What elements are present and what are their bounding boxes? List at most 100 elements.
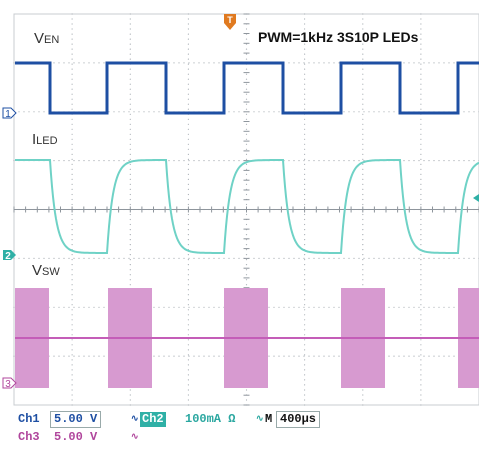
grid-horizontal-dot (193, 257, 195, 259)
ch3-ground-marker[interactable]: 3 (2, 377, 17, 390)
grid-vertical-dot (362, 108, 364, 110)
grid-horizontal-dot (298, 355, 300, 357)
ch3-scale[interactable]: 5.00 V (54, 430, 98, 444)
grid-horizontal-dot (193, 306, 195, 308)
grid-horizontal-dot (173, 62, 175, 64)
grid-horizontal-dot (288, 306, 290, 308)
grid-vertical-dot (245, 158, 248, 160)
grid-vertical-dot (187, 43, 189, 45)
grid-vertical-dot (362, 73, 364, 75)
grid-horizontal-dot (263, 111, 265, 113)
ch1-label[interactable]: Ch1 (18, 412, 40, 426)
grid-vertical-dot (71, 239, 73, 241)
ch2-ground-marker[interactable]: 2 (3, 250, 16, 262)
grid-horizontal-dot (208, 160, 210, 162)
grid-vertical-dot (245, 254, 248, 256)
grid-vertical-dot (71, 299, 73, 301)
grid-horizontal-dot (133, 111, 135, 113)
grid-horizontal-dot (63, 160, 65, 162)
grid-horizontal-dot (428, 257, 430, 259)
grid-vertical-dot (304, 203, 306, 206)
grid-vertical-dot (129, 188, 131, 190)
grid-horizontal-dot (363, 257, 365, 259)
trigger-level-arrow-icon[interactable] (473, 194, 479, 202)
grid-horizontal-dot (343, 257, 345, 259)
grid-vertical-dot (71, 193, 73, 196)
grid-horizontal-dot (213, 62, 215, 64)
grid-vertical-dot (420, 183, 422, 185)
grid-vertical-dot (71, 369, 73, 371)
grid-horizontal-dot (188, 306, 190, 308)
grid-horizontal-dot (163, 355, 165, 357)
iled-label: ILED (32, 131, 58, 148)
grid-vertical-dot (420, 63, 422, 65)
grid-vertical-dot (129, 138, 131, 140)
grid-horizontal-dot (398, 306, 400, 308)
trigger-marker[interactable]: T (224, 14, 236, 30)
grid-vertical-dot (362, 284, 364, 286)
grid-vertical-dot (420, 218, 422, 221)
grid-vertical-dot (71, 334, 73, 336)
grid-vertical-dot (362, 399, 364, 401)
grid-vertical-dot (129, 193, 131, 196)
grid-horizontal-dot (373, 111, 375, 113)
grid-horizontal-dot (173, 160, 175, 162)
grid-vertical-dot (129, 33, 131, 35)
grid-horizontal-dot (468, 257, 470, 259)
grid-vertical-dot (304, 344, 306, 346)
grid-horizontal-dot (18, 111, 20, 113)
grid-horizontal-dot (303, 355, 305, 357)
grid-horizontal-dot (348, 111, 350, 113)
grid-vertical-dot (71, 349, 73, 351)
grid-vertical-dot (71, 68, 73, 70)
grid-vertical-dot (420, 193, 422, 196)
grid-horizontal-dot (83, 257, 85, 259)
ch1-ground-marker[interactable]: 1 (2, 107, 17, 120)
grid-vertical-dot (71, 379, 73, 381)
grid-horizontal-dot (383, 257, 385, 259)
grid-vertical-dot (187, 289, 189, 291)
grid-vertical-dot (71, 83, 73, 85)
grid-vertical-dot (71, 163, 73, 165)
grid-horizontal-dot (33, 111, 35, 113)
grid-horizontal-dot (393, 257, 395, 259)
grid-horizontal-dot (473, 160, 475, 162)
grid-horizontal-dot (88, 257, 90, 259)
grid-horizontal-dot (38, 111, 40, 113)
grid-horizontal-dot (418, 257, 420, 259)
grid-horizontal-dot (413, 306, 415, 308)
grid-vertical-dot (420, 143, 422, 145)
grid-horizontal-dot (463, 257, 465, 259)
grid-horizontal-dot (318, 160, 320, 162)
grid-vertical-dot (420, 48, 422, 50)
ch1-scale[interactable]: 5.00 V (50, 411, 102, 428)
grid-horizontal-dot (418, 62, 420, 64)
grid-vertical-dot (304, 334, 306, 336)
grid-vertical-dot (129, 103, 131, 105)
grid-horizontal-dot (333, 306, 335, 308)
grid-vertical-dot (187, 344, 189, 346)
grid-vertical-dot (129, 28, 131, 30)
timebase-value[interactable]: 400μs (276, 411, 321, 428)
grid-vertical-dot (187, 279, 189, 281)
grid-vertical-dot (71, 153, 73, 155)
grid-vertical-dot (362, 53, 364, 55)
grid-vertical-dot (129, 58, 131, 60)
grid-vertical-dot (187, 133, 189, 135)
grid-horizontal-dot (398, 257, 400, 259)
grid-horizontal-dot (463, 160, 465, 162)
grid-horizontal-dot (453, 355, 455, 357)
grid-vertical-dot (187, 48, 189, 50)
grid-vertical-dot (304, 23, 306, 25)
ch3-label[interactable]: Ch3 (18, 430, 40, 444)
ch2-scale[interactable]: 100mA Ω (185, 412, 236, 426)
grid-horizontal-dot (343, 111, 345, 113)
ch2-label[interactable]: Ch2 (140, 412, 166, 427)
grid-vertical-dot (304, 394, 306, 396)
grid-vertical-dot (362, 389, 364, 391)
grid-vertical-dot (71, 284, 73, 286)
grid-vertical-dot (420, 284, 422, 286)
ch3-marker-icon (2, 377, 17, 389)
grid-vertical-dot (420, 304, 422, 306)
grid-horizontal-dot (298, 160, 300, 162)
